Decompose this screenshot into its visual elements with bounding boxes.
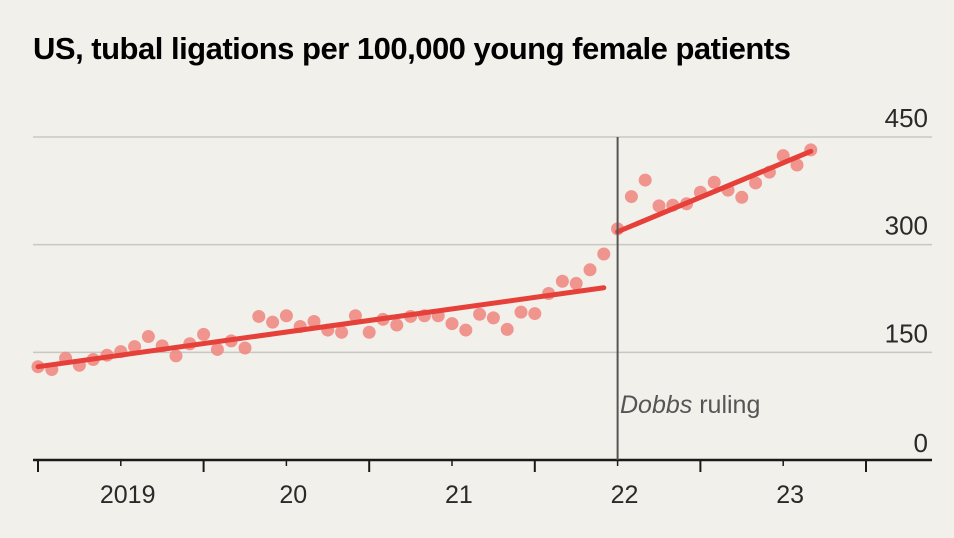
data-point — [445, 317, 459, 331]
y-tick-label-300: 300 — [885, 211, 928, 241]
x-tick-label-22: 22 — [611, 481, 639, 509]
data-point — [459, 323, 473, 337]
data-point — [486, 311, 500, 325]
trend-lines — [35, 148, 814, 370]
x-tick-label-20: 20 — [279, 481, 307, 509]
data-point — [169, 349, 183, 363]
data-point — [279, 309, 293, 323]
chart-title: US, tubal ligations per 100,000 young fe… — [33, 31, 790, 66]
data-point — [348, 309, 362, 323]
data-point — [500, 322, 514, 336]
dobbs-ruling-annotation: Dobbs ruling — [620, 391, 760, 419]
data-point — [528, 307, 542, 321]
data-point — [197, 327, 211, 341]
dobbs-emphasis: Dobbs — [620, 391, 692, 419]
data-point — [652, 199, 666, 213]
data-point — [624, 190, 638, 204]
data-point — [238, 341, 252, 355]
data-point — [252, 309, 266, 323]
data-point — [583, 263, 597, 277]
data-point — [597, 247, 611, 261]
ruling-text: ruling — [692, 391, 760, 419]
data-point — [735, 190, 749, 204]
data-point — [569, 276, 583, 290]
x-axis: 2019 20 21 22 23 — [33, 458, 932, 509]
data-point — [638, 173, 652, 187]
data-point — [390, 318, 404, 332]
data-point — [473, 307, 487, 321]
data-point — [790, 158, 804, 172]
y-tick-label-0: 0 — [914, 428, 928, 458]
gridlines — [33, 136, 932, 354]
y-tick-label-450: 450 — [885, 103, 928, 133]
trend-line-1 — [35, 285, 607, 370]
y-tick-labels: 0 150 300 450 — [885, 103, 928, 458]
data-point — [514, 305, 528, 319]
data-point — [266, 315, 280, 329]
data-point — [707, 175, 721, 189]
y-tick-label-150: 150 — [885, 318, 928, 348]
x-tick-label-21: 21 — [445, 481, 473, 509]
data-point — [141, 330, 155, 344]
data-points — [31, 143, 818, 377]
data-point — [307, 314, 321, 328]
data-point — [362, 325, 376, 339]
data-point — [210, 342, 224, 356]
data-point — [749, 176, 763, 190]
data-point — [335, 325, 349, 339]
x-tick-label-23: 23 — [776, 481, 804, 509]
data-point — [128, 340, 142, 354]
trend-line-2 — [615, 148, 814, 235]
data-point — [555, 274, 569, 288]
x-tick-label-2019: 2019 — [100, 481, 156, 509]
